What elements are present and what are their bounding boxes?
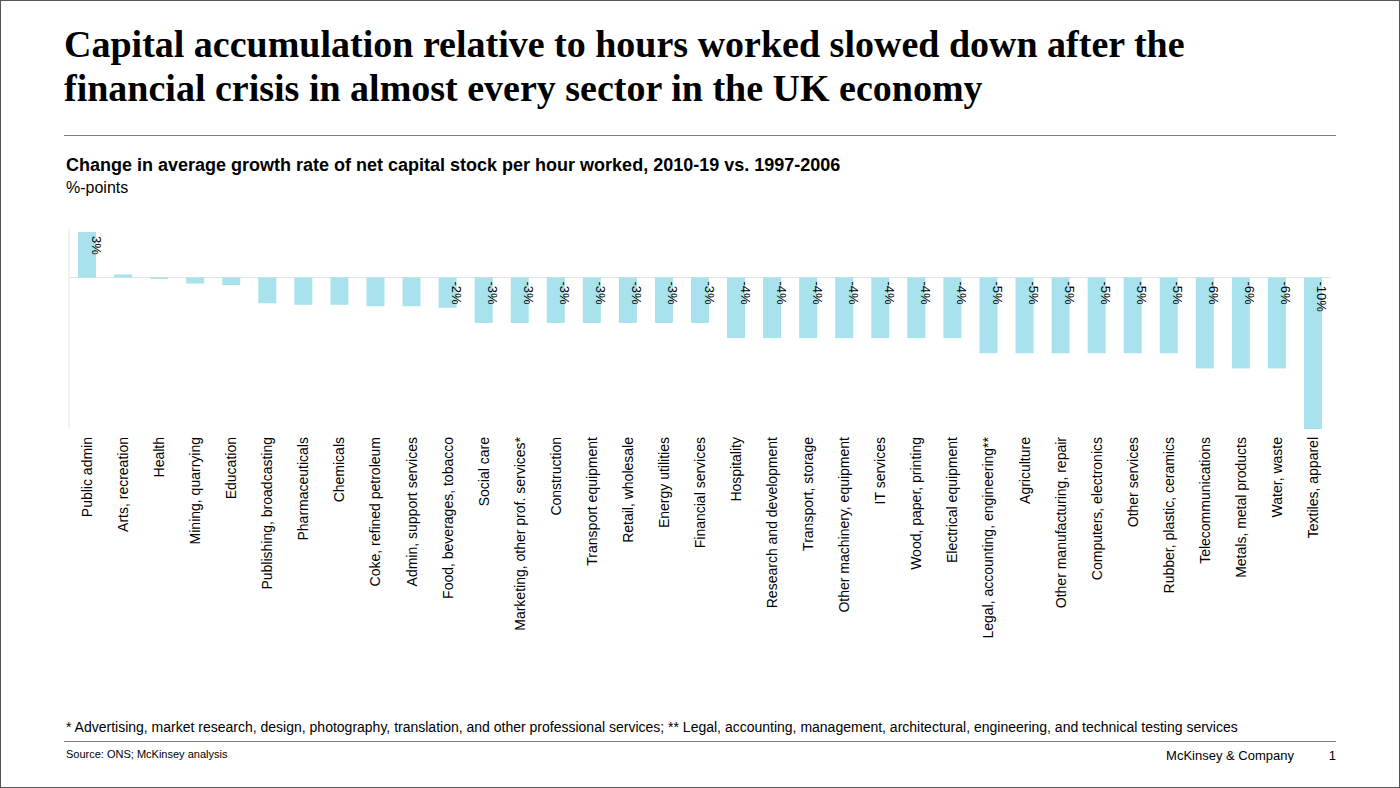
- category-label: Water, waste: [1269, 437, 1285, 518]
- category-label: Chemicals: [331, 437, 347, 502]
- category-label: Agriculture: [1017, 437, 1033, 504]
- category-label: Construction: [548, 437, 564, 516]
- category-label: Research and development: [764, 437, 780, 608]
- data-label: -3%: [593, 281, 608, 305]
- category-label: Wood, paper, printing: [908, 437, 924, 570]
- data-label: -3%: [557, 281, 572, 305]
- data-label: -3%: [702, 281, 717, 305]
- data-label: -4%: [918, 281, 933, 305]
- category-label: Rubber, plastic, ceramics: [1161, 437, 1177, 593]
- category-label: Financial services: [692, 437, 708, 548]
- category-label: Other machinery, equipment: [836, 437, 852, 613]
- data-label: -5%: [1098, 281, 1113, 305]
- bars: [78, 232, 1322, 429]
- category-label: Energy utilities: [656, 437, 672, 528]
- data-label: -6%: [1206, 281, 1221, 305]
- data-label: -3%: [629, 281, 644, 305]
- category-label: Arts, recreation: [115, 437, 131, 532]
- data-label: -6%: [1242, 281, 1257, 305]
- category-label: Transport equipment: [584, 437, 600, 566]
- category-label: Social care: [476, 437, 492, 506]
- footer-rule: [64, 741, 1336, 742]
- data-label: -5%: [990, 281, 1005, 305]
- category-label: Other manufacturing, repair: [1053, 437, 1069, 609]
- data-label: 3%: [89, 236, 104, 255]
- category-label: Transport, storage: [800, 437, 816, 551]
- data-label: -5%: [1134, 281, 1149, 305]
- bar: [114, 274, 132, 277]
- data-label: -4%: [846, 281, 861, 305]
- category-label: Coke, refined petroleum: [367, 437, 383, 586]
- category-label: Publishing, broadcasting: [259, 437, 275, 590]
- category-label: Pharmaceuticals: [295, 437, 311, 541]
- data-label: -4%: [738, 281, 753, 305]
- data-label: -5%: [1062, 281, 1077, 305]
- bar: [186, 277, 204, 283]
- data-label: -2%: [449, 281, 464, 305]
- frame: [1, 1, 1400, 788]
- data-label: -3%: [521, 281, 536, 305]
- title: Capital accumulation relative to hours w…: [64, 22, 1314, 110]
- bar: [222, 277, 240, 285]
- page-number: 1: [1329, 748, 1336, 763]
- category-label: Metals, metal products: [1233, 437, 1249, 578]
- bar: [330, 277, 348, 304]
- bar: [150, 277, 168, 279]
- data-label: -3%: [665, 281, 680, 305]
- subtitle: Change in average growth rate of net cap…: [66, 155, 840, 175]
- data-label: -6%: [1278, 281, 1293, 305]
- y-axis-line: [69, 229, 70, 429]
- data-labels: 3% -2% -3% -3% -3% -3% -3% -3% -3% -4% -4% -4% -4% -4…: [89, 236, 1330, 312]
- category-label: Telecommunications: [1197, 437, 1213, 564]
- chart: Change in average growth rate of net cap…: [0, 0, 1400, 788]
- category-label: Education: [223, 437, 239, 499]
- category-label: IT services: [872, 437, 888, 504]
- category-label: Health: [151, 437, 167, 477]
- title-rule: [64, 135, 1336, 136]
- data-label: -10%: [1314, 281, 1329, 312]
- category-label: Retail, wholesale: [620, 437, 636, 543]
- category-label: Textiles, apparel: [1305, 437, 1321, 538]
- category-label: Marketing, other prof. services*: [512, 436, 528, 630]
- category-label: Admin, support services: [404, 437, 420, 586]
- category-label: Mining, quarrying: [187, 437, 203, 544]
- category-label: Legal, accounting, engineering**: [980, 436, 996, 638]
- data-label: -4%: [810, 281, 825, 305]
- data-label: -5%: [1026, 281, 1041, 305]
- category-label: Other services: [1125, 437, 1141, 527]
- data-label: -4%: [882, 281, 897, 305]
- source: Source: ONS; McKinsey analysis: [66, 748, 228, 760]
- category-label: Hospitality: [728, 437, 744, 502]
- category-labels: Public admin Arts, recreation Health Mining…: [79, 436, 1321, 638]
- bar: [294, 277, 312, 304]
- data-label: -4%: [954, 281, 969, 305]
- footnote: * Advertising, market research, design, …: [66, 719, 1238, 735]
- bar: [366, 277, 384, 306]
- category-label: Electrical equipment: [944, 437, 960, 563]
- bar: [258, 277, 276, 303]
- data-label: -4%: [774, 281, 789, 305]
- logo-text: McKinsey & Company: [1166, 748, 1294, 763]
- category-label: Public admin: [79, 437, 95, 517]
- data-label: -3%: [485, 281, 500, 305]
- data-label: -5%: [1170, 281, 1185, 305]
- category-label: Computers, electronics: [1089, 437, 1105, 580]
- y-label: %-points: [66, 179, 128, 196]
- bar: [403, 277, 421, 306]
- category-label: Food, beverages, tobacco: [440, 437, 456, 599]
